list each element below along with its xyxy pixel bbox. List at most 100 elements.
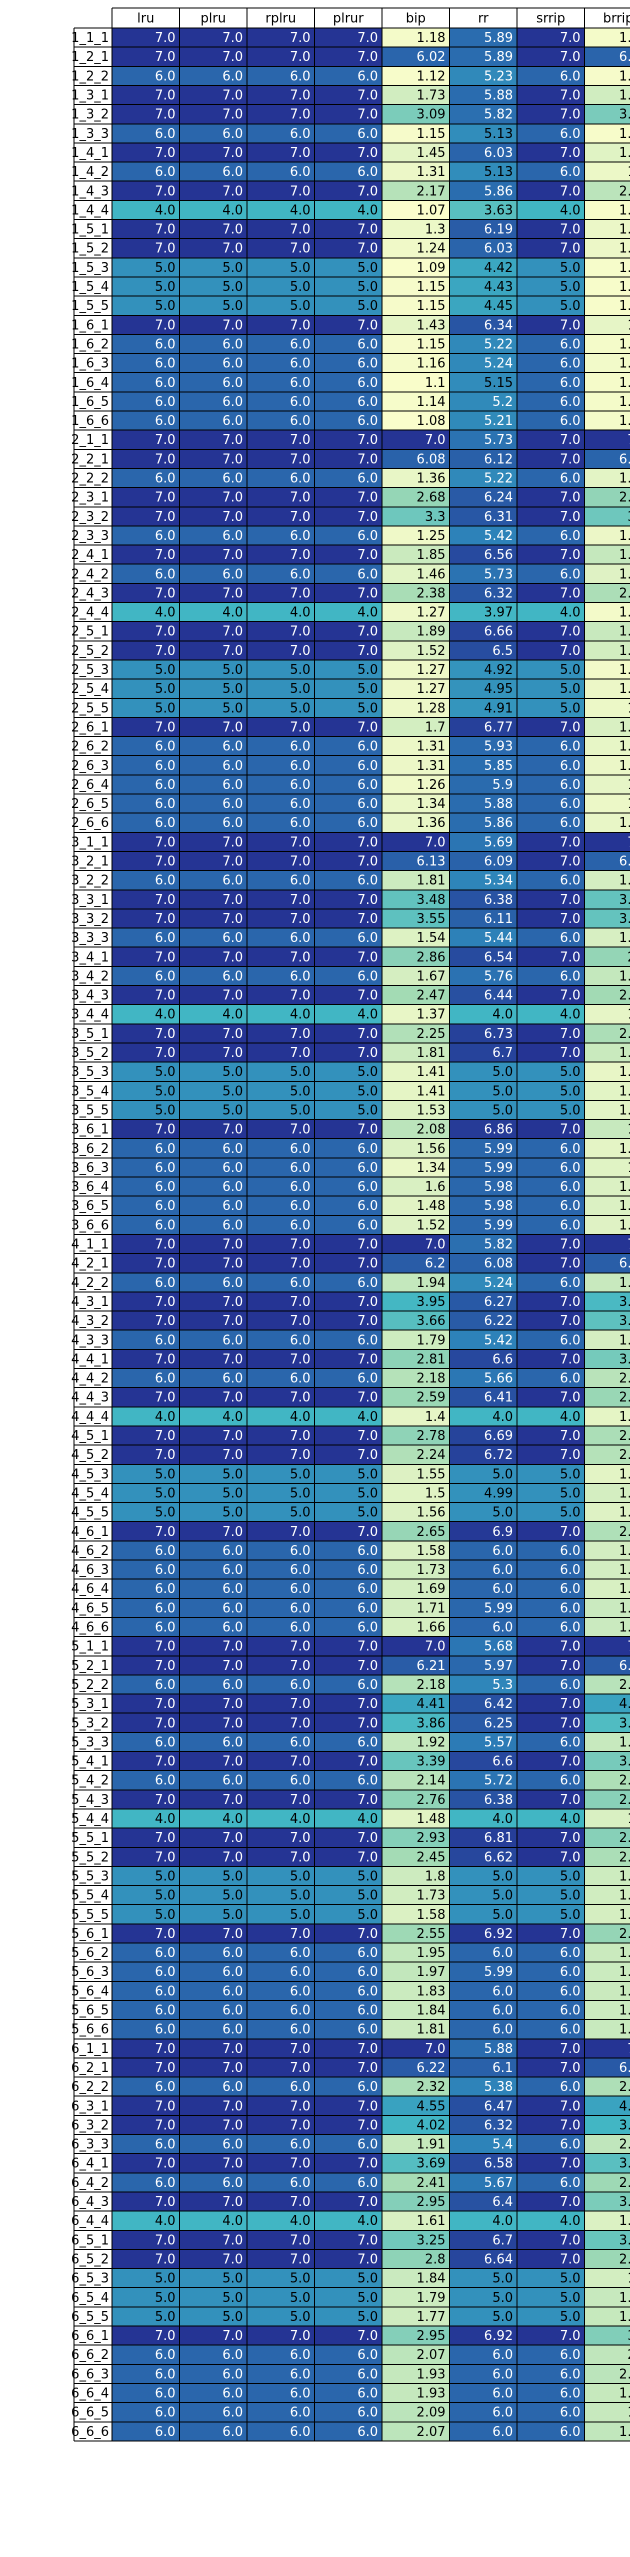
heat-cell-5_6_4-srrip (517, 1981, 585, 2001)
cell-value-6_3_3-bip: 1.91 (417, 2138, 446, 2153)
cell-value-3_5_2-bip: 1.81 (417, 1046, 446, 1061)
cell-value-3_4_1-brrip: 2.7 (627, 950, 630, 965)
cell-value-1_4_4-plru: 4.0 (222, 203, 243, 218)
heat-cell-4_6_2-srrip (517, 1540, 585, 1560)
cell-value-6_3_1-rplru: 7.0 (290, 2099, 311, 2114)
heat-cell-1_6_3-rplru (247, 353, 315, 373)
heat-cell-1_2_1-brrip (584, 47, 630, 67)
cell-value-6_2_2-bip: 2.32 (417, 2080, 446, 2095)
cell-value-1_2_1-rr: 5.89 (484, 50, 513, 65)
heat-cell-2_3_2-plru (179, 506, 247, 526)
cell-value-6_2_1-bip: 6.22 (417, 2061, 446, 2076)
cell-value-6_4_4-plrur: 4.0 (357, 2214, 378, 2229)
heat-cell-6_4_3-rplru (247, 2191, 315, 2212)
cell-value-6_5_5-srrip: 5.0 (560, 2310, 581, 2325)
heat-cell-3_6_1-plru (179, 1119, 247, 1139)
heat-cell-4_4_2-lru (112, 1368, 180, 1388)
heat-cell-6_6_1-lru (112, 2326, 180, 2346)
cell-value-3_3_1-lru: 7.0 (155, 893, 176, 908)
cell-value-2_4_1-plrur: 7.0 (357, 548, 378, 563)
cell-value-1_5_2-lru: 7.0 (155, 242, 176, 257)
cell-value-2_3_3-plru: 6.0 (222, 529, 243, 544)
row-label-2_4_4: 2_4_4 (71, 606, 109, 621)
cell-value-3_4_3-brrip: 2.49 (619, 989, 630, 1004)
cell-value-4_6_3-brrip: 1.71 (619, 1563, 630, 1578)
heat-cell-3_6_3-lru (112, 1157, 180, 1177)
row-label-2_3_3: 2_3_3 (71, 529, 109, 544)
cell-value-1_2_1-brrip: 6.03 (619, 50, 630, 65)
heat-cell-1_3_1-srrip (517, 85, 585, 105)
heat-cell-5_5_3-lru (112, 1866, 180, 1886)
heat-cell-1_6_6-plru (179, 411, 247, 431)
heat-cell-5_5_5-srrip (517, 1904, 585, 1924)
cell-value-3_2_1-lru: 7.0 (155, 855, 176, 870)
heat-cell-6_6_6-rplru (247, 2421, 315, 2441)
heat-cell-6_6_6-bip (382, 2421, 450, 2441)
heat-cell-3_2_1-plru (179, 851, 247, 871)
heat-cell-2_5_1-bip (382, 621, 450, 641)
heat-cell-1_3_2-plrur (314, 104, 382, 124)
heat-cell-3_2_2-plrur (314, 870, 382, 890)
heat-cell-2_1_1-lru (112, 430, 180, 450)
heat-cell-4_4_4-bip (382, 1406, 450, 1426)
cell-value-5_3_2-rplru: 7.0 (290, 1716, 311, 1731)
heat-cell-6_6_2-plrur (314, 2345, 382, 2365)
heat-cell-5_2_1-plru (179, 1655, 247, 1675)
heat-cell-3_5_2-srrip (517, 1042, 585, 1063)
heat-cell-5_5_3-plrur (314, 1866, 382, 1886)
cell-value-4_6_5-rplru: 6.0 (290, 1601, 311, 1616)
cell-value-1_5_5-rplru: 5.0 (290, 299, 311, 314)
cell-value-3_4_2-plrur: 6.0 (357, 969, 378, 984)
row-label-3_3_2: 3_3_2 (71, 912, 109, 927)
heat-cell-6_4_3-brrip (584, 2191, 630, 2212)
heat-cell-2_6_6-brrip (584, 813, 630, 833)
heat-cell-3_3_2-rr (449, 908, 517, 929)
heat-cell-2_5_4-lru (112, 679, 180, 699)
heat-cell-3_5_2-plrur (314, 1042, 382, 1063)
heat-cell-3_6_2-plrur (314, 1138, 382, 1158)
cell-value-6_5_5-rplru: 5.0 (290, 2310, 311, 2325)
cell-value-4_2_2-rplru: 6.0 (290, 1276, 311, 1291)
heat-cell-1_4_2-rr (449, 162, 517, 182)
cell-value-2_6_1-lru: 7.0 (155, 720, 176, 735)
heat-cell-1_1_1-rplru (247, 28, 315, 48)
cell-value-6_6_3-brrip: 2.08 (619, 2367, 630, 2382)
cell-value-1_2_2-srrip: 6.0 (560, 69, 581, 84)
cell-value-4_6_2-brrip: 1.71 (619, 1544, 630, 1559)
cell-value-1_6_3-rr: 5.24 (484, 357, 513, 372)
heat-cell-6_2_2-plrur (314, 2077, 382, 2097)
heat-cell-2_6_3-plrur (314, 755, 382, 775)
cell-value-3_3_2-brrip: 3.45 (619, 912, 630, 927)
cell-value-1_5_3-rr: 4.42 (484, 261, 513, 276)
cell-value-2_6_3-bip: 1.31 (417, 759, 446, 774)
cell-value-5_5_3-brrip: 1.79 (619, 1869, 630, 1884)
cell-value-1_6_1-srrip: 7.0 (560, 318, 581, 333)
heat-cell-3_5_4-rplru (247, 1081, 315, 1101)
cell-value-5_4_4-lru: 4.0 (155, 1812, 176, 1827)
cell-value-5_2_1-brrip: 6.24 (619, 1659, 630, 1674)
cell-value-4_6_2-lru: 6.0 (155, 1544, 176, 1559)
cell-value-1_5_4-bip: 1.15 (417, 280, 446, 295)
row-label-2_6_4: 2_6_4 (71, 778, 109, 793)
cell-value-5_3_2-rr: 6.25 (484, 1716, 513, 1731)
heat-cell-5_3_3-plru (179, 1732, 247, 1752)
heat-cell-6_2_1-srrip (517, 2057, 585, 2078)
cell-value-2_4_4-rr: 3.97 (484, 606, 513, 621)
cell-value-6_6_3-lru: 6.0 (155, 2367, 176, 2382)
heat-cell-5_4_2-srrip (517, 1770, 585, 1790)
heat-cell-5_3_3-plrur (314, 1732, 382, 1752)
cell-value-1_5_1-plru: 7.0 (222, 223, 243, 238)
heat-cell-5_5_2-plru (179, 1847, 247, 1867)
heat-cell-4_3_1-plru (179, 1291, 247, 1312)
cell-value-2_4_2-brrip: 1.51 (619, 567, 630, 582)
cell-value-2_6_5-rplru: 6.0 (290, 797, 311, 812)
cell-value-2_1_1-brrip: 7.0 (627, 433, 630, 448)
cell-value-6_3_1-bip: 4.55 (417, 2099, 446, 2114)
heat-cell-6_5_2-srrip (517, 2249, 585, 2269)
cell-value-6_6_1-rplru: 7.0 (290, 2329, 311, 2344)
heat-cell-2_3_2-plrur (314, 506, 382, 526)
cell-value-5_5_2-brrip: 2.34 (619, 1850, 630, 1865)
heat-cell-5_2_1-plrur (314, 1655, 382, 1675)
cell-value-2_5_1-plru: 7.0 (222, 625, 243, 640)
cell-value-4_5_2-plrur: 7.0 (357, 1448, 378, 1463)
